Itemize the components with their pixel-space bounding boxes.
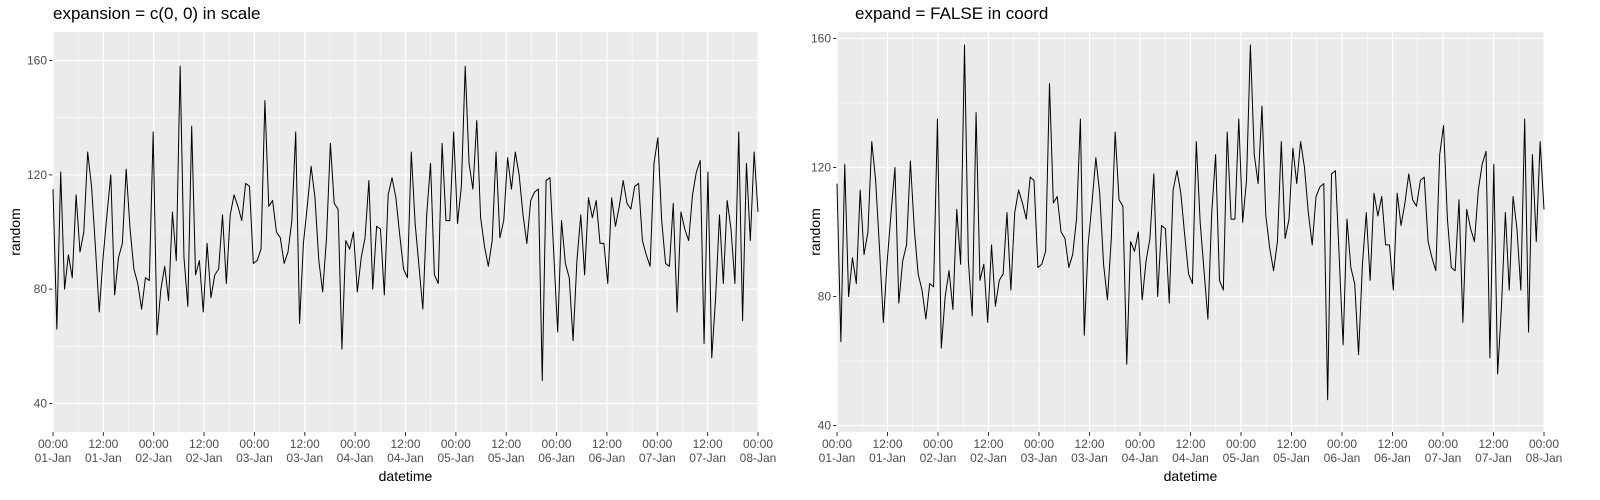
x-tick-label-date: 07-Jan <box>639 451 676 465</box>
x-tick-label-time: 00:00 <box>1428 437 1458 451</box>
x-tick-label-time: 00:00 <box>239 437 269 451</box>
x-tick-label-time: 12:00 <box>592 437 622 451</box>
y-tick-label: 40 <box>818 419 832 433</box>
y-tick-label: 40 <box>34 396 48 410</box>
x-tick-label-date: 06-Jan <box>589 451 626 465</box>
x-tick-label-date: 01-Jan <box>85 451 122 465</box>
y-tick-label: 120 <box>811 160 831 174</box>
chart-title: expand = FALSE in coord <box>855 4 1049 23</box>
x-tick-label-date: 03-Jan <box>286 451 323 465</box>
x-tick-label-time: 12:00 <box>1175 437 1205 451</box>
x-tick-label-time: 12:00 <box>872 437 902 451</box>
y-tick-label: 160 <box>811 31 831 45</box>
y-tick-label: 80 <box>818 290 832 304</box>
y-axis-title: random <box>7 208 23 255</box>
x-tick-label-date: 02-Jan <box>970 451 1007 465</box>
x-tick-label-time: 00:00 <box>923 437 953 451</box>
x-tick-label-time: 12:00 <box>693 437 723 451</box>
x-tick-label-time: 00:00 <box>743 437 773 451</box>
x-tick-label-time: 00:00 <box>340 437 370 451</box>
right-chart: 408012016000:0001-Jan12:0001-Jan00:0002-… <box>807 31 1563 484</box>
right-panel: expand = FALSE in coord 40 80 120 160 00:00 0… <box>800 0 1600 500</box>
x-tick-label-date: 02-Jan <box>135 451 172 465</box>
x-tick-label-date: 06-Jan <box>1324 451 1361 465</box>
x-tick-label-date: 05-Jan <box>488 451 525 465</box>
x-tick-label-date: 06-Jan <box>1374 451 1411 465</box>
x-axis-title: datetime <box>1164 468 1218 484</box>
x-tick-label-time: 00:00 <box>1327 437 1357 451</box>
x-tick-label-date: 06-Jan <box>538 451 575 465</box>
x-tick-label-date: 08-Jan <box>1526 451 1563 465</box>
x-tick-label-time: 00:00 <box>542 437 572 451</box>
x-tick-label-date: 05-Jan <box>1223 451 1260 465</box>
series-line-random <box>836 44 1545 401</box>
x-tick-label-date: 05-Jan <box>438 451 475 465</box>
x-axis-title: datetime <box>379 468 433 484</box>
x-tick-label-time: 00:00 <box>38 437 68 451</box>
x-tick-label-date: 05-Jan <box>1273 451 1310 465</box>
x-tick-label-time: 00:00 <box>822 437 852 451</box>
x-tick-label-date: 07-Jan <box>1475 451 1512 465</box>
left-chart: 408012016000:0001-Jan12:0001-Jan00:0002-… <box>7 32 777 484</box>
left-panel: expansion = c(0, 0) in scale 40 80 120 160 0… <box>0 0 790 500</box>
x-tick-label-time: 00:00 <box>1529 437 1559 451</box>
x-tick-label-date: 02-Jan <box>186 451 223 465</box>
x-tick-label-date: 04-Jan <box>1122 451 1159 465</box>
x-tick-label-time: 12:00 <box>1478 437 1508 451</box>
x-tick-label-date: 02-Jan <box>920 451 957 465</box>
x-tick-label-time: 00:00 <box>1125 437 1155 451</box>
x-tick-label-date: 01-Jan <box>819 451 856 465</box>
x-tick-label-date: 03-Jan <box>1021 451 1058 465</box>
x-tick-label-date: 03-Jan <box>236 451 273 465</box>
x-tick-label-time: 12:00 <box>189 437 219 451</box>
x-tick-label-date: 04-Jan <box>387 451 424 465</box>
chart-title: expansion = c(0, 0) in scale <box>53 4 261 23</box>
x-tick-label-time: 00:00 <box>1024 437 1054 451</box>
x-tick-label-time: 00:00 <box>642 437 672 451</box>
x-tick-label-time: 12:00 <box>973 437 1003 451</box>
y-tick-label: 160 <box>27 54 47 68</box>
series-line-random <box>52 65 759 382</box>
x-tick-label-time: 00:00 <box>1226 437 1256 451</box>
x-tick-label-time: 12:00 <box>1276 437 1306 451</box>
y-tick-label: 80 <box>34 282 48 296</box>
x-tick-label-date: 04-Jan <box>1172 451 1209 465</box>
x-tick-label-time: 00:00 <box>441 437 471 451</box>
x-tick-label-date: 01-Jan <box>869 451 906 465</box>
x-tick-label-date: 07-Jan <box>689 451 726 465</box>
x-tick-label-date: 04-Jan <box>337 451 374 465</box>
x-tick-label-time: 00:00 <box>139 437 169 451</box>
x-tick-label-time: 12:00 <box>88 437 118 451</box>
x-tick-label-time: 12:00 <box>1377 437 1407 451</box>
x-tick-label-time: 12:00 <box>290 437 320 451</box>
x-tick-label-time: 12:00 <box>491 437 521 451</box>
y-tick-label: 120 <box>27 168 47 182</box>
x-tick-label-date: 08-Jan <box>740 451 777 465</box>
x-tick-label-date: 03-Jan <box>1071 451 1108 465</box>
x-tick-label-date: 01-Jan <box>35 451 72 465</box>
x-tick-label-time: 12:00 <box>390 437 420 451</box>
x-tick-label-time: 12:00 <box>1074 437 1104 451</box>
x-tick-label-date: 07-Jan <box>1425 451 1462 465</box>
y-axis-title: random <box>807 208 823 255</box>
